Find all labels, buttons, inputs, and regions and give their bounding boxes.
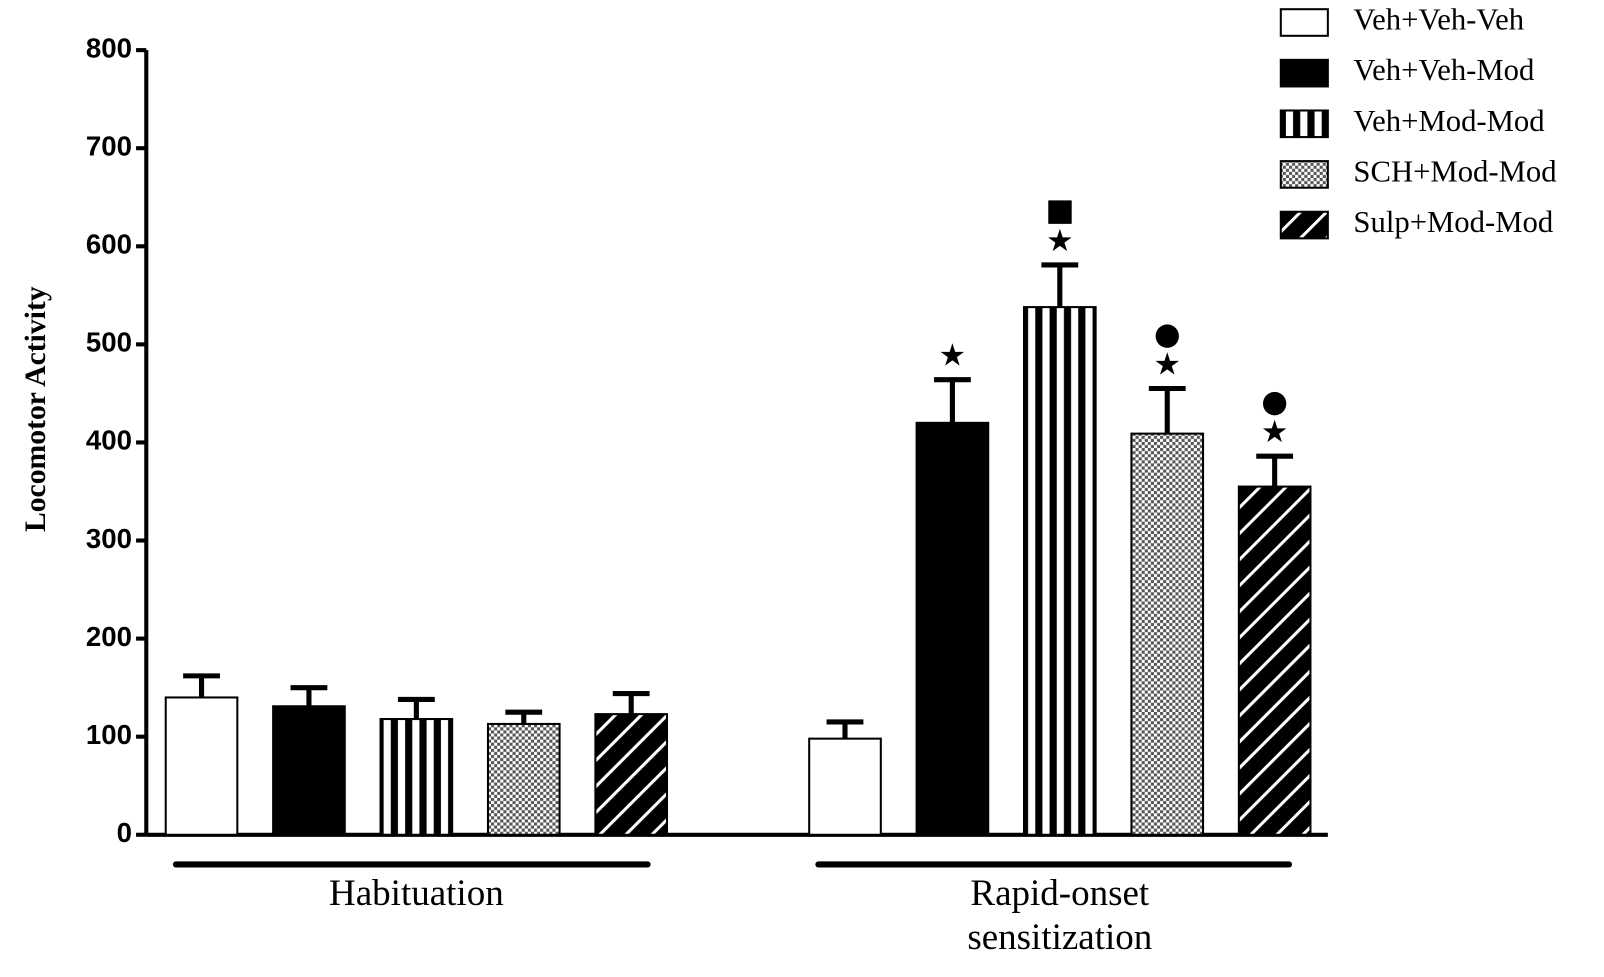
bar — [594, 713, 669, 836]
significance-marker: ★ — [1153, 347, 1181, 382]
x-category-label: Habituation — [329, 872, 504, 914]
y-tick-label: 400 — [86, 425, 132, 456]
y-tick-label: 100 — [86, 719, 132, 750]
significance-marker: ■ — [1045, 193, 1074, 228]
significance-marker: ★ — [1261, 415, 1289, 450]
y-tick-label: 600 — [86, 229, 132, 260]
bar — [486, 722, 561, 836]
bar — [1237, 485, 1312, 836]
legend-label: Sulp+Mod-Mod — [1353, 205, 1553, 239]
legend-label: Veh+Veh-Mod — [1353, 53, 1534, 87]
legend-swatch — [1279, 160, 1329, 189]
legend-swatch — [1279, 109, 1329, 139]
significance-marker: ★ — [1046, 224, 1074, 259]
legend-label: Veh+Veh-Veh — [1353, 3, 1524, 37]
significance-marker: ★ — [939, 339, 967, 374]
legend-swatch — [1279, 210, 1329, 240]
y-tick-label: 200 — [86, 621, 132, 652]
y-tick-label: 800 — [86, 32, 132, 63]
bar — [379, 718, 454, 836]
significance-marker: ● — [1261, 384, 1288, 419]
bar — [164, 696, 239, 836]
x-category-label: Rapid-onset sensitization — [967, 872, 1153, 958]
y-tick-label: 300 — [86, 523, 132, 554]
bar — [915, 421, 990, 836]
legend-swatch — [1279, 8, 1329, 37]
legend-swatch — [1279, 58, 1329, 88]
y-tick-label: 700 — [86, 131, 132, 162]
y-axis-label: Locomotor Activity — [20, 286, 52, 532]
legend-label: SCH+Mod-Mod — [1353, 154, 1556, 188]
significance-marker: ● — [1154, 317, 1181, 352]
y-tick-label: 500 — [86, 327, 132, 358]
plot-area: Locomotor Activity 0 100 200 300 400 500 600 70… — [20, 3, 1557, 868]
bar — [808, 737, 882, 836]
bar — [1130, 432, 1205, 836]
legend-label: Veh+Mod-Mod — [1353, 104, 1544, 138]
y-tick-label: 0 — [117, 817, 132, 848]
bar — [1023, 306, 1097, 836]
bar — [272, 705, 346, 836]
